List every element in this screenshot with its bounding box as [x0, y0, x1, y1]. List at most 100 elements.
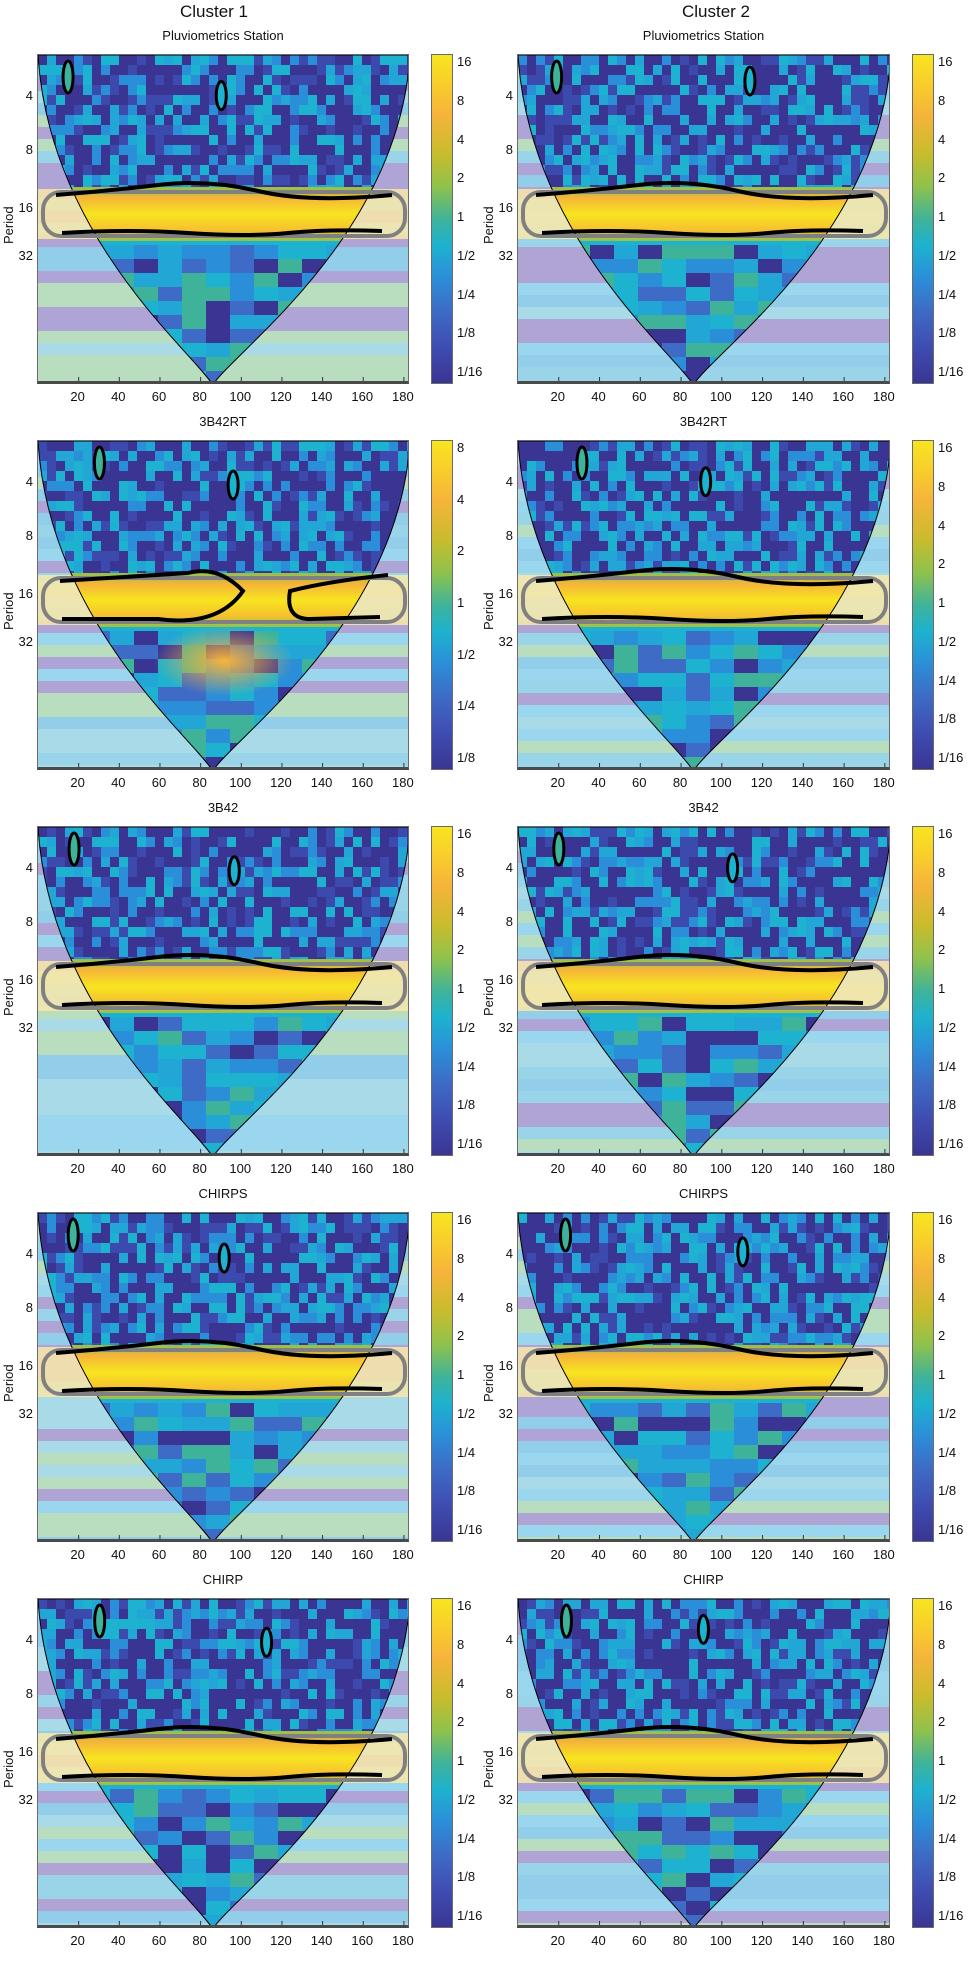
colorbar-tick: 4 [938, 903, 946, 919]
x-tick: 60 [151, 775, 167, 790]
colorbar-tick: 1/16 [457, 364, 483, 379]
x-tick: 80 [192, 1547, 207, 1562]
y-tick: 8 [25, 1686, 33, 1701]
colorbar-tick: 16 [938, 826, 953, 841]
panel-title: 3B42RT [679, 414, 728, 429]
colorbar-tick: 1/8 [938, 711, 957, 727]
x-tick: 20 [550, 1933, 565, 1948]
x-tick: 120 [750, 775, 773, 790]
x-tick: 40 [111, 389, 126, 404]
wavelet-heatmap [518, 1599, 889, 1925]
x-tick: 20 [550, 1547, 565, 1562]
colorbar-tick: 8 [938, 1636, 946, 1652]
panel-title: 3B42RT [199, 414, 247, 429]
colorbar-tick: 2 [457, 543, 465, 559]
y-tick: 8 [505, 914, 513, 929]
y-tick: 32 [498, 634, 513, 649]
colorbar-tick: 1/4 [938, 1058, 957, 1074]
x-tick: 100 [229, 1547, 252, 1562]
x-tick: 80 [672, 775, 688, 790]
wavelet-heatmap [38, 1599, 408, 1925]
x-tick: 80 [672, 389, 688, 404]
colorbar-tick: 1 [938, 595, 946, 610]
y-tick: 4 [25, 1246, 33, 1261]
colorbar-tick: 1/4 [938, 1830, 957, 1846]
x-tick: 120 [750, 389, 773, 404]
colorbar [912, 826, 934, 1156]
x-tick: 100 [709, 775, 732, 790]
colorbar-tick: 1/2 [457, 247, 476, 263]
colorbar-tick: 2 [457, 1714, 465, 1730]
panel-title: Pluviometrics Station [642, 28, 765, 43]
y-tick: 16 [18, 1358, 33, 1373]
y-tick: 4 [25, 474, 33, 489]
wavelet-heatmap [38, 1213, 408, 1539]
colorbar-tick: 1 [457, 981, 465, 996]
y-tick: 32 [498, 1406, 513, 1421]
wavelet-panel-1-chirp: CHIRP [0, 1544, 484, 1948]
x-tick: 20 [550, 389, 565, 404]
colorbar-tick: 4 [938, 1289, 946, 1305]
colorbar-tick: 1 [938, 1367, 946, 1382]
y-tick: 32 [18, 1792, 33, 1807]
colorbar-tick: 8 [938, 1250, 946, 1266]
x-tick: 140 [310, 1547, 333, 1562]
panel-title: 3B42 [207, 800, 239, 815]
colorbar-tick: 16 [457, 1212, 472, 1227]
colorbar-tick: 2 [938, 556, 946, 572]
x-tick: 140 [791, 775, 814, 790]
wavelet-power-plot [517, 1598, 890, 1928]
y-tick: 8 [505, 142, 513, 157]
wavelet-heatmap [518, 55, 889, 381]
wavelet-power-plot [37, 440, 409, 770]
x-tick: 180 [392, 1547, 414, 1562]
cluster-2-title: Cluster 2 [681, 2, 751, 21]
x-tick: 40 [111, 1161, 126, 1176]
x-tick: 40 [591, 1547, 606, 1562]
wavelet-panel-2-pluviometrics-station: Pluviometrics Station [481, 0, 968, 404]
wavelet-heatmap [518, 1213, 889, 1539]
colorbar-tick: 1/8 [457, 1097, 476, 1113]
wavelet-heatmap [518, 827, 889, 1153]
colorbar-tick: 1/2 [938, 1791, 957, 1807]
x-tick: 160 [351, 1161, 374, 1176]
y-tick: 8 [25, 142, 33, 157]
wavelet-power-plot [517, 1212, 890, 1542]
wavelet-panel-2-3b42: 3B42 [481, 772, 968, 1176]
x-tick: 160 [351, 1933, 374, 1948]
x-tick: 60 [632, 775, 647, 790]
colorbar-tick: 16 [938, 54, 953, 69]
x-tick: 180 [392, 1161, 414, 1176]
y-tick: 32 [498, 1020, 513, 1035]
y-tick: 16 [498, 972, 513, 987]
x-tick: 40 [591, 1161, 606, 1176]
panel-title: CHIRP [683, 1572, 724, 1587]
x-tick: 160 [832, 775, 854, 790]
panel-title: Pluviometrics Station [162, 28, 284, 43]
x-tick: 140 [310, 389, 333, 404]
colorbar-tick: 1/8 [457, 1869, 476, 1885]
x-tick: 140 [310, 1933, 333, 1948]
y-tick: 16 [18, 586, 33, 601]
x-tick: 100 [709, 1933, 732, 1948]
colorbar-tick: 1/4 [457, 1058, 476, 1074]
colorbar-tick: 1/8 [938, 325, 957, 341]
y-tick: 32 [18, 634, 33, 649]
colorbar-tick: 1 [938, 981, 946, 996]
colorbar-tick: 2 [457, 170, 465, 186]
colorbar-tick: 1 [457, 1367, 465, 1382]
wavelet-power-plot [517, 440, 890, 770]
wavelet-heatmap [518, 441, 889, 767]
colorbar-tick: 2 [938, 1714, 946, 1730]
wavelet-heatmap [38, 55, 408, 381]
colorbar-tick: 1/4 [938, 1444, 957, 1460]
y-tick: 8 [505, 1686, 513, 1701]
y-tick: 16 [498, 586, 513, 601]
x-tick: 20 [550, 1161, 565, 1176]
colorbar-tick: 8 [457, 1250, 465, 1266]
colorbar-tick: 1 [457, 209, 465, 224]
y-tick: 4 [25, 860, 33, 875]
x-tick: 120 [270, 775, 292, 790]
colorbar [912, 1598, 934, 1928]
panel-title: CHIRPS [678, 1186, 729, 1201]
